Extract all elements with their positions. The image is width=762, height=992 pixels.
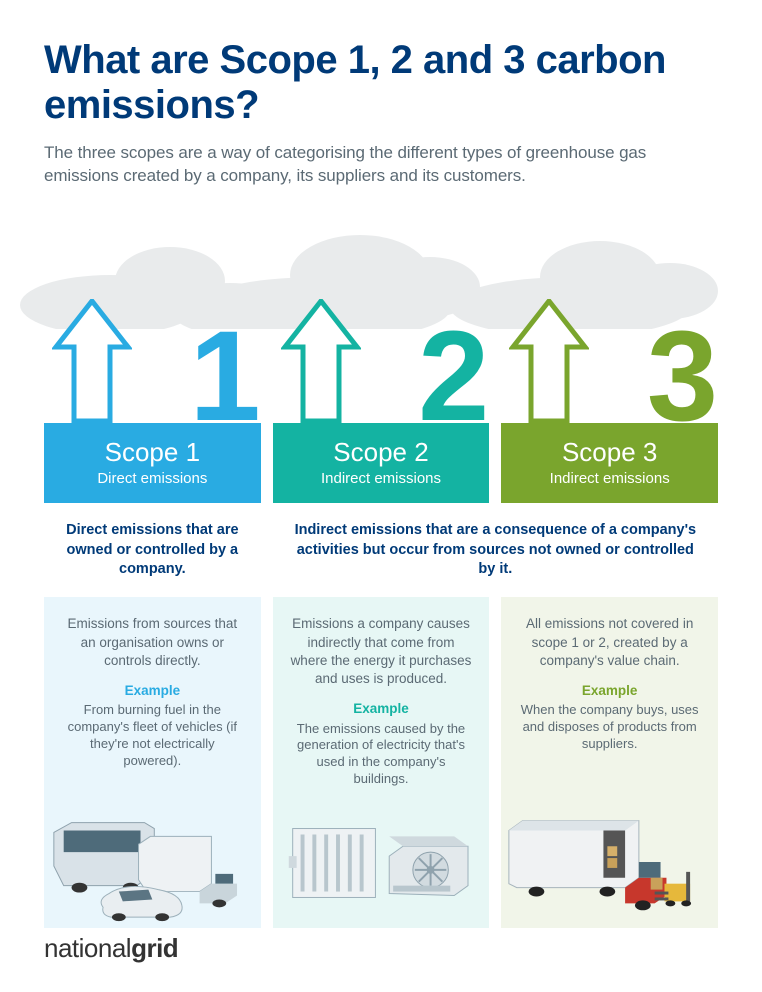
scope-3-example-text: When the company buys, uses and disposes… bbox=[517, 702, 702, 753]
page-subtitle: The three scopes are a way of categorisi… bbox=[44, 142, 718, 188]
scope-1-example-text: From burning fuel in the company's fleet… bbox=[60, 702, 245, 770]
brand-part1: national bbox=[44, 933, 131, 963]
scope-1-definition: Direct emissions that are owned or contr… bbox=[44, 503, 261, 597]
hvac-illustration bbox=[273, 798, 490, 928]
number-1: 1 bbox=[189, 313, 254, 441]
scope-2-3-definition: Indirect emissions that are a consequenc… bbox=[273, 503, 718, 597]
scope-2-detail: Emissions a company causes indirectly th… bbox=[273, 597, 490, 798]
number-2: 2 bbox=[418, 313, 483, 441]
column-1: 1 Scope 1 Direct emissions bbox=[44, 299, 261, 503]
scope-3-sub: Indirect emissions bbox=[507, 470, 712, 487]
arrow-num-3: 3 bbox=[501, 299, 718, 423]
arrow-num-1: 1 bbox=[44, 299, 261, 423]
arrow-num-2: 2 bbox=[273, 299, 490, 423]
scope-1-example-label: Example bbox=[60, 682, 245, 700]
arrow-up-icon bbox=[509, 299, 589, 423]
scope-2-desc: Emissions a company causes indirectly th… bbox=[289, 615, 474, 688]
scope-1-sub: Direct emissions bbox=[50, 470, 255, 487]
scope-2-example-label: Example bbox=[289, 700, 474, 718]
scope-2-example-text: The emissions caused by the generation o… bbox=[289, 721, 474, 789]
arrow-up-icon bbox=[281, 299, 361, 423]
scope-3-example-label: Example bbox=[517, 682, 702, 700]
page-title: What are Scope 1, 2 and 3 carbon emissio… bbox=[44, 38, 718, 128]
brand-logo: nationalgrid bbox=[44, 933, 178, 964]
header: What are Scope 1, 2 and 3 carbon emissio… bbox=[0, 0, 762, 187]
scope-3-desc: All emissions not covered in scope 1 or … bbox=[517, 615, 702, 670]
scope-1-detail: Emissions from sources that an organisat… bbox=[44, 597, 261, 798]
number-3: 3 bbox=[647, 313, 712, 441]
scope-2-3-definition-text: Indirect emissions that are a consequenc… bbox=[287, 521, 704, 580]
brand-part2: grid bbox=[131, 933, 178, 963]
columns-top: 1 Scope 1 Direct emissions 2 Scope 2 Ind… bbox=[0, 299, 762, 503]
arrow-up-icon bbox=[52, 299, 132, 423]
column-3: 3 Scope 3 Indirect emissions bbox=[501, 299, 718, 503]
scope-1-desc: Emissions from sources that an organisat… bbox=[60, 615, 245, 670]
scope-3-detail: All emissions not covered in scope 1 or … bbox=[501, 597, 718, 798]
scope-2-sub: Indirect emissions bbox=[279, 470, 484, 487]
column-2: 2 Scope 2 Indirect emissions bbox=[273, 299, 490, 503]
detail-row: Emissions from sources that an organisat… bbox=[0, 597, 762, 798]
scope-1-definition-text: Direct emissions that are owned or contr… bbox=[58, 521, 247, 580]
vehicles-illustration bbox=[44, 798, 261, 928]
definition-row: Direct emissions that are owned or contr… bbox=[0, 503, 762, 597]
illustration-row bbox=[0, 798, 762, 928]
truck-illustration bbox=[501, 798, 718, 928]
